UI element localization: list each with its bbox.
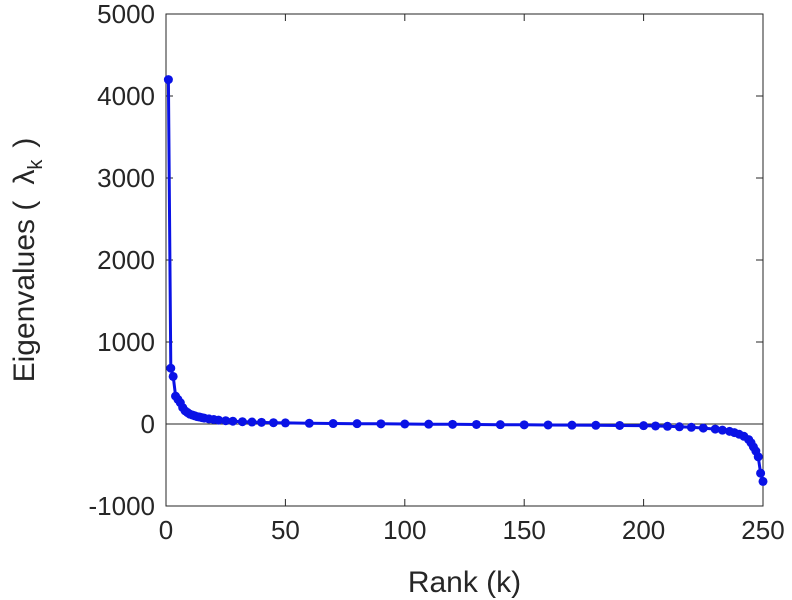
data-point (567, 420, 577, 430)
y-axis-label-subscript: k (25, 159, 47, 170)
y-axis-label: Eigenvalues ( λk) (8, 138, 47, 383)
data-point (221, 416, 231, 426)
data-point (674, 422, 684, 432)
data-point (495, 420, 505, 430)
data-point (471, 419, 481, 429)
data-point (214, 415, 224, 425)
data-point (280, 418, 290, 428)
y-axis-label-prefix: Eigenvalues ( (8, 201, 41, 383)
y-axis-label-symbol: λ (8, 170, 41, 185)
data-point (519, 420, 529, 430)
x-tick-label: 250 (741, 515, 784, 545)
data-point (717, 425, 727, 435)
data-point (247, 417, 257, 427)
y-tick-label: 0 (141, 409, 155, 439)
data-point (448, 419, 458, 429)
data-point (662, 421, 672, 431)
data-point (424, 419, 434, 429)
data-point (615, 420, 625, 430)
data-point (543, 420, 553, 430)
x-axis-ticks: 0 50 100 150 200 250 (159, 14, 785, 545)
data-point (168, 371, 178, 381)
data-point (304, 418, 314, 428)
data-point (163, 75, 173, 85)
x-tick-label: 200 (622, 515, 665, 545)
data-point (257, 417, 267, 427)
x-tick-label: 150 (503, 515, 546, 545)
y-tick-label: 5000 (97, 0, 155, 29)
y-tick-label: 2000 (97, 245, 155, 275)
y-axis-ticks: -1000 0 1000 2000 3000 4000 5000 (89, 0, 763, 521)
y-tick-label: 4000 (97, 81, 155, 111)
series-eigenvalues (163, 75, 768, 486)
y-axis-label-suffix: ) (8, 138, 41, 148)
data-point (228, 416, 238, 426)
y-tick-label: 3000 (97, 163, 155, 193)
data-point (756, 468, 766, 478)
x-tick-label: 100 (383, 515, 426, 545)
data-point (710, 424, 720, 434)
data-point (698, 423, 708, 433)
data-point (268, 418, 278, 428)
data-point (639, 421, 649, 431)
data-point (352, 419, 362, 429)
data-point (166, 363, 176, 373)
data-point (753, 452, 763, 462)
x-tick-label: 0 (159, 515, 173, 545)
data-point (376, 419, 386, 429)
data-point (686, 422, 696, 432)
plot-area (165, 13, 764, 507)
x-tick-label: 50 (271, 515, 300, 545)
y-tick-label: -1000 (89, 491, 156, 521)
data-point (237, 417, 247, 427)
data-point (651, 421, 661, 431)
data-point (328, 419, 338, 429)
data-point (400, 419, 410, 429)
data-point (758, 476, 768, 486)
x-axis-label: Rank (k) (408, 566, 521, 599)
y-tick-label: 1000 (97, 327, 155, 357)
data-point (591, 420, 601, 430)
